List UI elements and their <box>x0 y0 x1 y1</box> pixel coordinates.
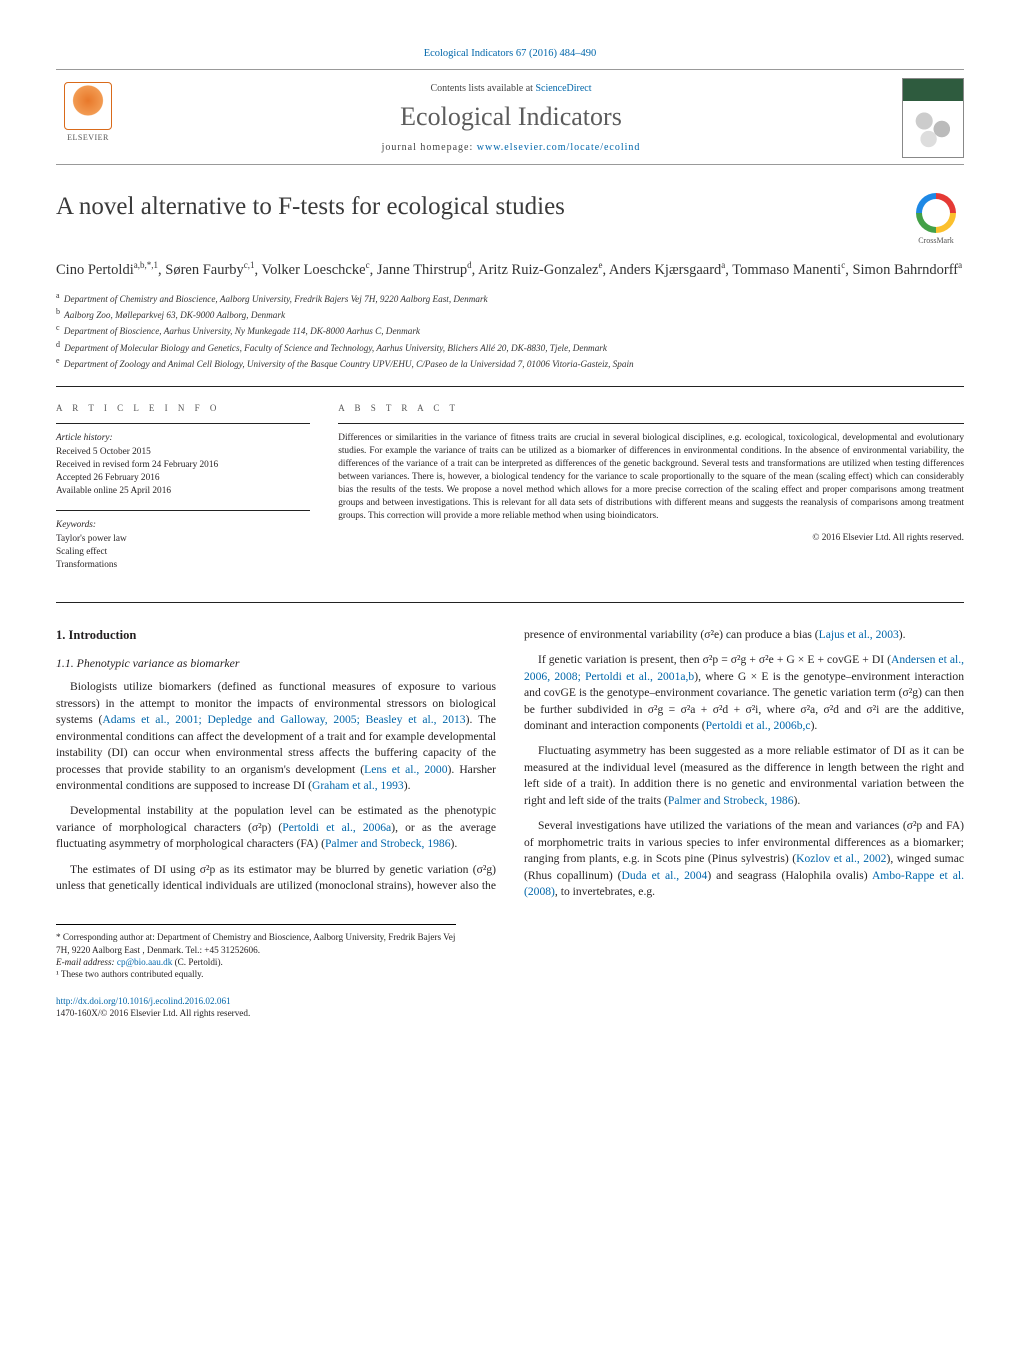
citation-link[interactable]: Pertoldi et al., 2006a <box>282 821 391 834</box>
citation-link[interactable]: Lens et al., 2000 <box>364 763 447 776</box>
issn-copyright: 1470-160X/© 2016 Elsevier Ltd. All right… <box>56 1007 964 1019</box>
publisher-label: ELSEVIER <box>67 133 109 142</box>
keywords-label: Keywords: <box>56 519 310 532</box>
citation-link[interactable]: Pertoldi et al., 2006b,c <box>706 719 811 732</box>
footnotes-block: * Corresponding author at: Department of… <box>56 924 456 981</box>
citation-link[interactable]: Duda et al., 2004 <box>622 869 708 882</box>
page: Ecological Indicators 67 (2016) 484–490 … <box>0 0 1020 1060</box>
citation-link[interactable]: Palmer and Strobeck, 1986 <box>325 837 451 850</box>
history-line: Available online 25 April 2016 <box>56 485 310 498</box>
masthead: ELSEVIER Contents lists available at Sci… <box>56 69 964 165</box>
email-who: (C. Pertoldi). <box>172 957 223 967</box>
section-heading: 1. Introduction <box>56 627 496 645</box>
article-info-col: a r t i c l e i n f o Article history: R… <box>56 403 310 584</box>
citation-link[interactable]: Palmer and Strobeck, 1986 <box>668 794 794 807</box>
keyword: Scaling effect <box>56 546 310 559</box>
email-link[interactable]: cp@bio.aau.dk <box>117 957 172 967</box>
masthead-center: Contents lists available at ScienceDirec… <box>120 83 902 153</box>
affiliation-line: d Department of Molecular Biology and Ge… <box>56 339 964 355</box>
journal-cover-thumbnail <box>902 78 964 158</box>
affiliations-block: a Department of Chemistry and Bioscience… <box>56 290 964 372</box>
citation-link[interactable]: Graham et al., 1993 <box>312 779 404 792</box>
abstract-col: a b s t r a c t Differences or similarit… <box>338 403 964 584</box>
homepage-prefix: journal homepage: <box>382 142 477 153</box>
contents-line: Contents lists available at ScienceDirec… <box>120 83 902 94</box>
homepage-line: journal homepage: www.elsevier.com/locat… <box>120 142 902 153</box>
corresponding-author-note: * Corresponding author at: Department of… <box>56 931 456 956</box>
article-info-heading: a r t i c l e i n f o <box>56 403 310 413</box>
homepage-link[interactable]: www.elsevier.com/locate/ecolind <box>477 142 641 153</box>
affiliation-line: c Department of Bioscience, Aarhus Unive… <box>56 322 964 338</box>
doi-link[interactable]: http://dx.doi.org/10.1016/j.ecolind.2016… <box>56 996 231 1006</box>
meta-abstract-row: a r t i c l e i n f o Article history: R… <box>56 387 964 603</box>
equal-contribution-note: ¹ These two authors contributed equally. <box>56 968 456 980</box>
affiliation-line: e Department of Zoology and Animal Cell … <box>56 355 964 371</box>
rule-info <box>56 423 310 424</box>
running-head: Ecological Indicators 67 (2016) 484–490 <box>56 48 964 59</box>
subsection-heading: 1.1. Phenotypic variance as biomarker <box>56 655 496 672</box>
keywords-block: Keywords: Taylor's power law Scaling eff… <box>56 519 310 572</box>
crossmark-widget[interactable]: CrossMark <box>908 193 964 245</box>
crossmark-icon <box>916 193 956 233</box>
body-paragraph: Developmental instability at the populat… <box>56 803 496 852</box>
email-label: E-mail address: <box>56 957 117 967</box>
abstract-heading: a b s t r a c t <box>338 403 964 413</box>
copyright-line: © 2016 Elsevier Ltd. All rights reserved… <box>338 533 964 543</box>
citation-link[interactable]: Ecological Indicators 67 (2016) 484–490 <box>424 48 597 59</box>
title-row: A novel alternative to F-tests for ecolo… <box>56 193 964 245</box>
history-line: Accepted 26 February 2016 <box>56 472 310 485</box>
article-history: Article history: Received 5 October 2015… <box>56 432 310 498</box>
article-title: A novel alternative to F-tests for ecolo… <box>56 193 565 221</box>
body-paragraph: Several investigations have utilized the… <box>524 818 964 900</box>
sciencedirect-link[interactable]: ScienceDirect <box>535 83 591 94</box>
body-two-column: 1. Introduction 1.1. Phenotypic variance… <box>56 627 964 902</box>
email-line: E-mail address: cp@bio.aau.dk (C. Pertol… <box>56 956 456 968</box>
citation-link[interactable]: Kozlov et al., 2002 <box>796 852 886 865</box>
affiliation-line: a Department of Chemistry and Bioscience… <box>56 290 964 306</box>
rule-keywords <box>56 510 310 511</box>
history-line: Received 5 October 2015 <box>56 446 310 459</box>
rule-abs <box>338 423 964 424</box>
history-label: Article history: <box>56 432 310 445</box>
body-paragraph: Fluctuating asymmetry has been suggested… <box>524 743 964 809</box>
publisher-logo: ELSEVIER <box>56 82 120 154</box>
abstract-text: Differences or similarities in the varia… <box>338 432 964 523</box>
body-paragraph: Biologists utilize biomarkers (defined a… <box>56 679 496 794</box>
contents-prefix: Contents lists available at <box>430 83 535 94</box>
journal-name: Ecological Indicators <box>120 102 902 132</box>
history-line: Received in revised form 24 February 201… <box>56 459 310 472</box>
doi-block: http://dx.doi.org/10.1016/j.ecolind.2016… <box>56 995 964 1020</box>
authors-line: Cino Pertoldia,b,*,1, Søren Faurbyc,1, V… <box>56 259 964 282</box>
affiliation-line: b Aalborg Zoo, Mølleparkvej 63, DK-9000 … <box>56 306 964 322</box>
citation-link[interactable]: Adams et al., 2001; Depledge and Gallowa… <box>102 713 465 726</box>
citation-link[interactable]: Lajus et al., 2003 <box>819 628 899 641</box>
crossmark-label: CrossMark <box>918 236 954 245</box>
keyword: Taylor's power law <box>56 533 310 546</box>
elsevier-tree-icon <box>64 82 112 130</box>
keyword: Transformations <box>56 559 310 572</box>
body-paragraph: If genetic variation is present, then σ²… <box>524 652 964 734</box>
